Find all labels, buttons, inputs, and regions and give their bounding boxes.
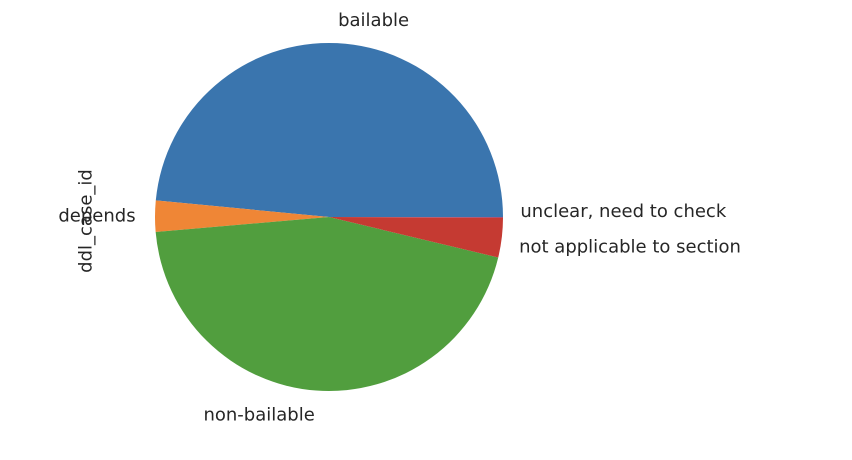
pie-labels: bailable depends non-bailable not applicabl… xyxy=(58,10,741,426)
pie-slice-not-applicable-to-section xyxy=(329,217,503,258)
y-axis-label: ddl_case_id xyxy=(76,169,97,273)
pie-slice-bailable xyxy=(155,42,504,218)
pie-slice-non-bailable xyxy=(155,217,499,392)
pie-label-non-bailable: non-bailable xyxy=(203,405,314,426)
pie-slice-depends xyxy=(154,200,329,233)
pie-label-not-applicable-to-section: not applicable to section xyxy=(519,236,741,257)
pie-slices xyxy=(154,42,504,392)
pie-label-bailable: bailable xyxy=(338,10,409,31)
pie-label-unclear-need-to-check: unclear, need to check xyxy=(520,201,726,222)
pie-label-depends: depends xyxy=(58,206,135,227)
